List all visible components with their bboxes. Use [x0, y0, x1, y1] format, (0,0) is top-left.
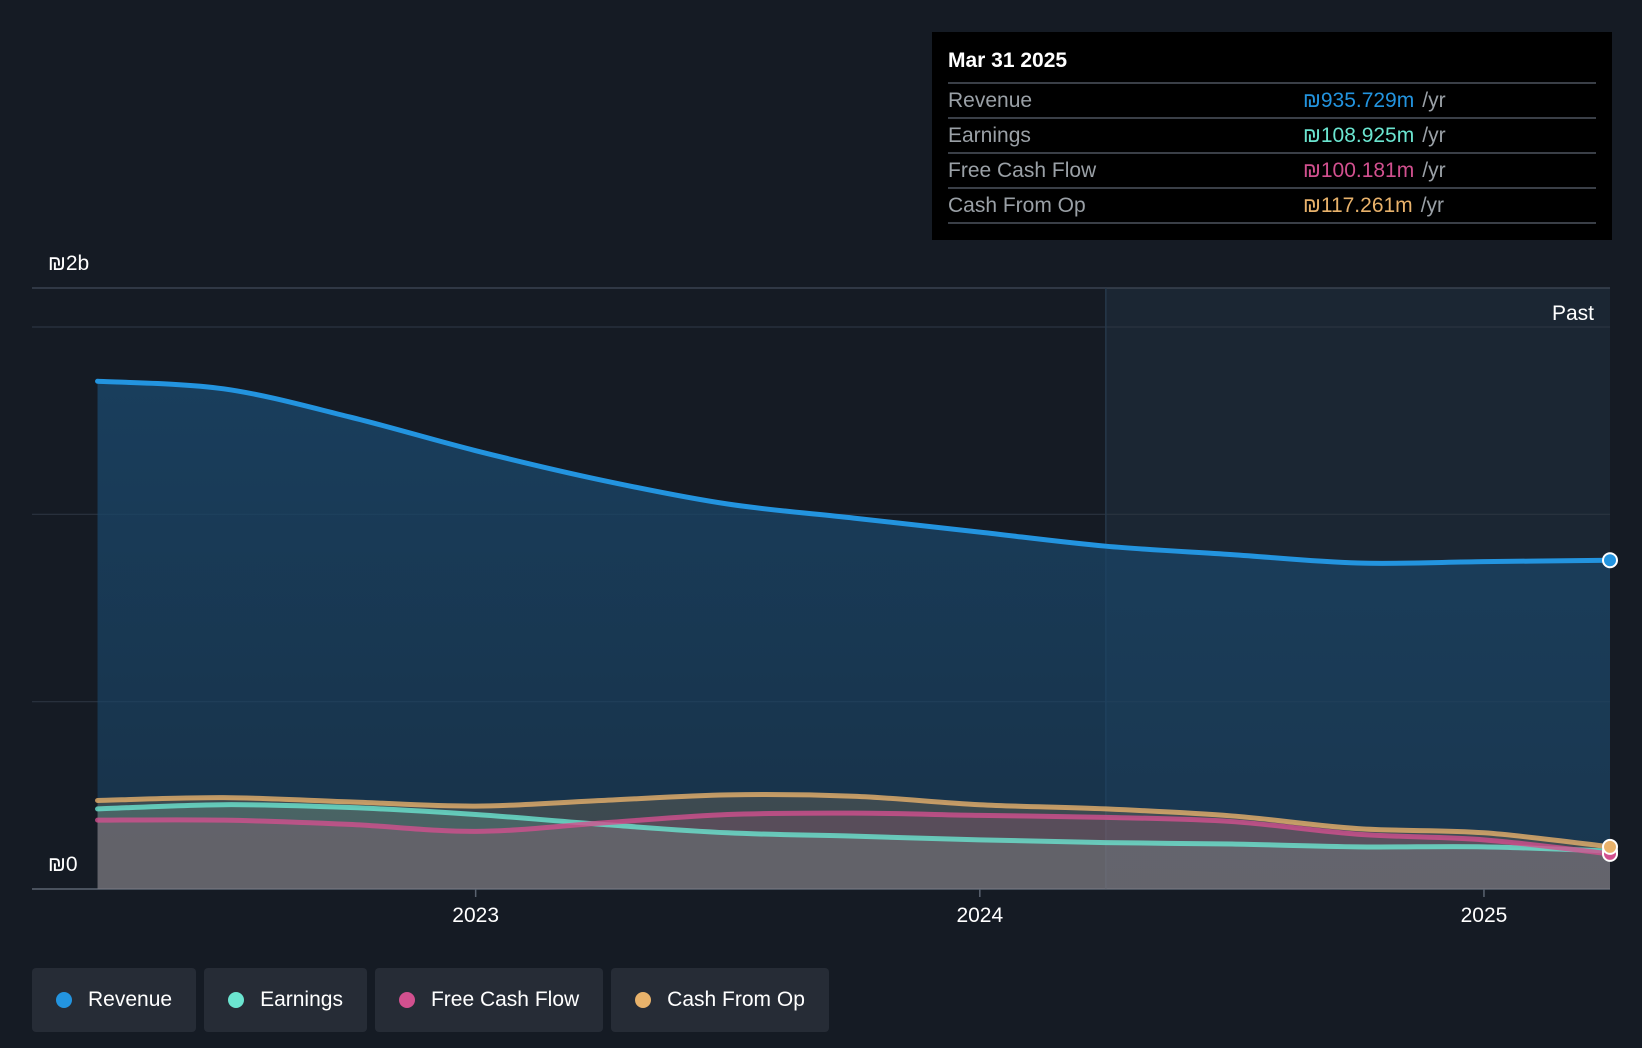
line-earnings: [95, 802, 1613, 854]
x-tick-label: 2023: [452, 904, 499, 927]
tooltip-row-name: Earnings: [948, 124, 1031, 147]
legend-label: Revenue: [88, 988, 173, 1011]
tooltip-row-unit: /yr: [1422, 89, 1446, 112]
legend-dot-icon: [56, 992, 72, 1008]
tooltip-row-unit: /yr: [1420, 194, 1445, 217]
past-label: Past: [1552, 302, 1594, 325]
legend-label: Earnings: [260, 988, 343, 1011]
tooltip-row: Cash From Op ₪117.261m/yr: [948, 189, 1596, 224]
tooltip-date: Mar 31 2025: [948, 46, 1596, 84]
line-cash-from-op: [95, 792, 1613, 850]
legend-dot-icon: [228, 992, 245, 1008]
legend-dot-icon: [398, 992, 415, 1008]
legend-item-revenue[interactable]: Revenue: [32, 968, 197, 1032]
legend-label: Free Cash Flow: [430, 988, 580, 1011]
area-revenue: [97, 381, 1611, 889]
legend-item-earnings[interactable]: Earnings: [204, 968, 367, 1032]
tooltip-row-value: ₪935.729m: [1303, 89, 1415, 112]
tooltip-row: Earnings ₪108.925m/yr: [948, 119, 1596, 154]
tooltip-row-value: ₪100.181m: [1303, 159, 1415, 182]
tooltip-row: Free Cash Flow ₪100.181m/yr: [948, 154, 1596, 189]
line-free-cash-flow: [95, 810, 1613, 857]
legend-label: Cash From Op: [667, 988, 805, 1011]
legend-dot-icon: [635, 992, 652, 1008]
tooltip-row-name: Revenue: [948, 89, 1033, 112]
x-tick-label: 2025: [1461, 904, 1508, 927]
tooltip-row-name: Cash From Op: [948, 194, 1086, 217]
tooltip-row-name: Free Cash Flow: [948, 159, 1097, 182]
end-marker-cash-from-op: [1602, 838, 1618, 855]
tooltip-row-value: ₪117.261m: [1303, 194, 1413, 217]
legend: Revenue Earnings Free Cash Flow Cash From O…: [32, 968, 829, 1032]
x-tick-label: 2024: [956, 904, 1003, 927]
tooltip-row-unit: /yr: [1422, 124, 1446, 147]
tooltip-row: Revenue ₪935.729m/yr: [948, 84, 1596, 119]
end-marker-revenue: [1602, 552, 1618, 569]
legend-item-free-cash-flow[interactable]: Free Cash Flow: [374, 968, 604, 1032]
tooltip-row-unit: /yr: [1422, 159, 1446, 182]
tooltip-row-value: ₪108.925m: [1303, 124, 1415, 147]
tooltip: Mar 31 2025 Revenue ₪935.729m/yr Earnings ₪…: [932, 32, 1612, 240]
area-earnings: [97, 804, 1611, 889]
y-tick-label: ₪0: [48, 853, 78, 876]
line-revenue: [95, 378, 1613, 566]
legend-item-cash-from-op[interactable]: Cash From Op: [611, 968, 829, 1032]
y-tick-label: ₪2b: [48, 252, 89, 275]
